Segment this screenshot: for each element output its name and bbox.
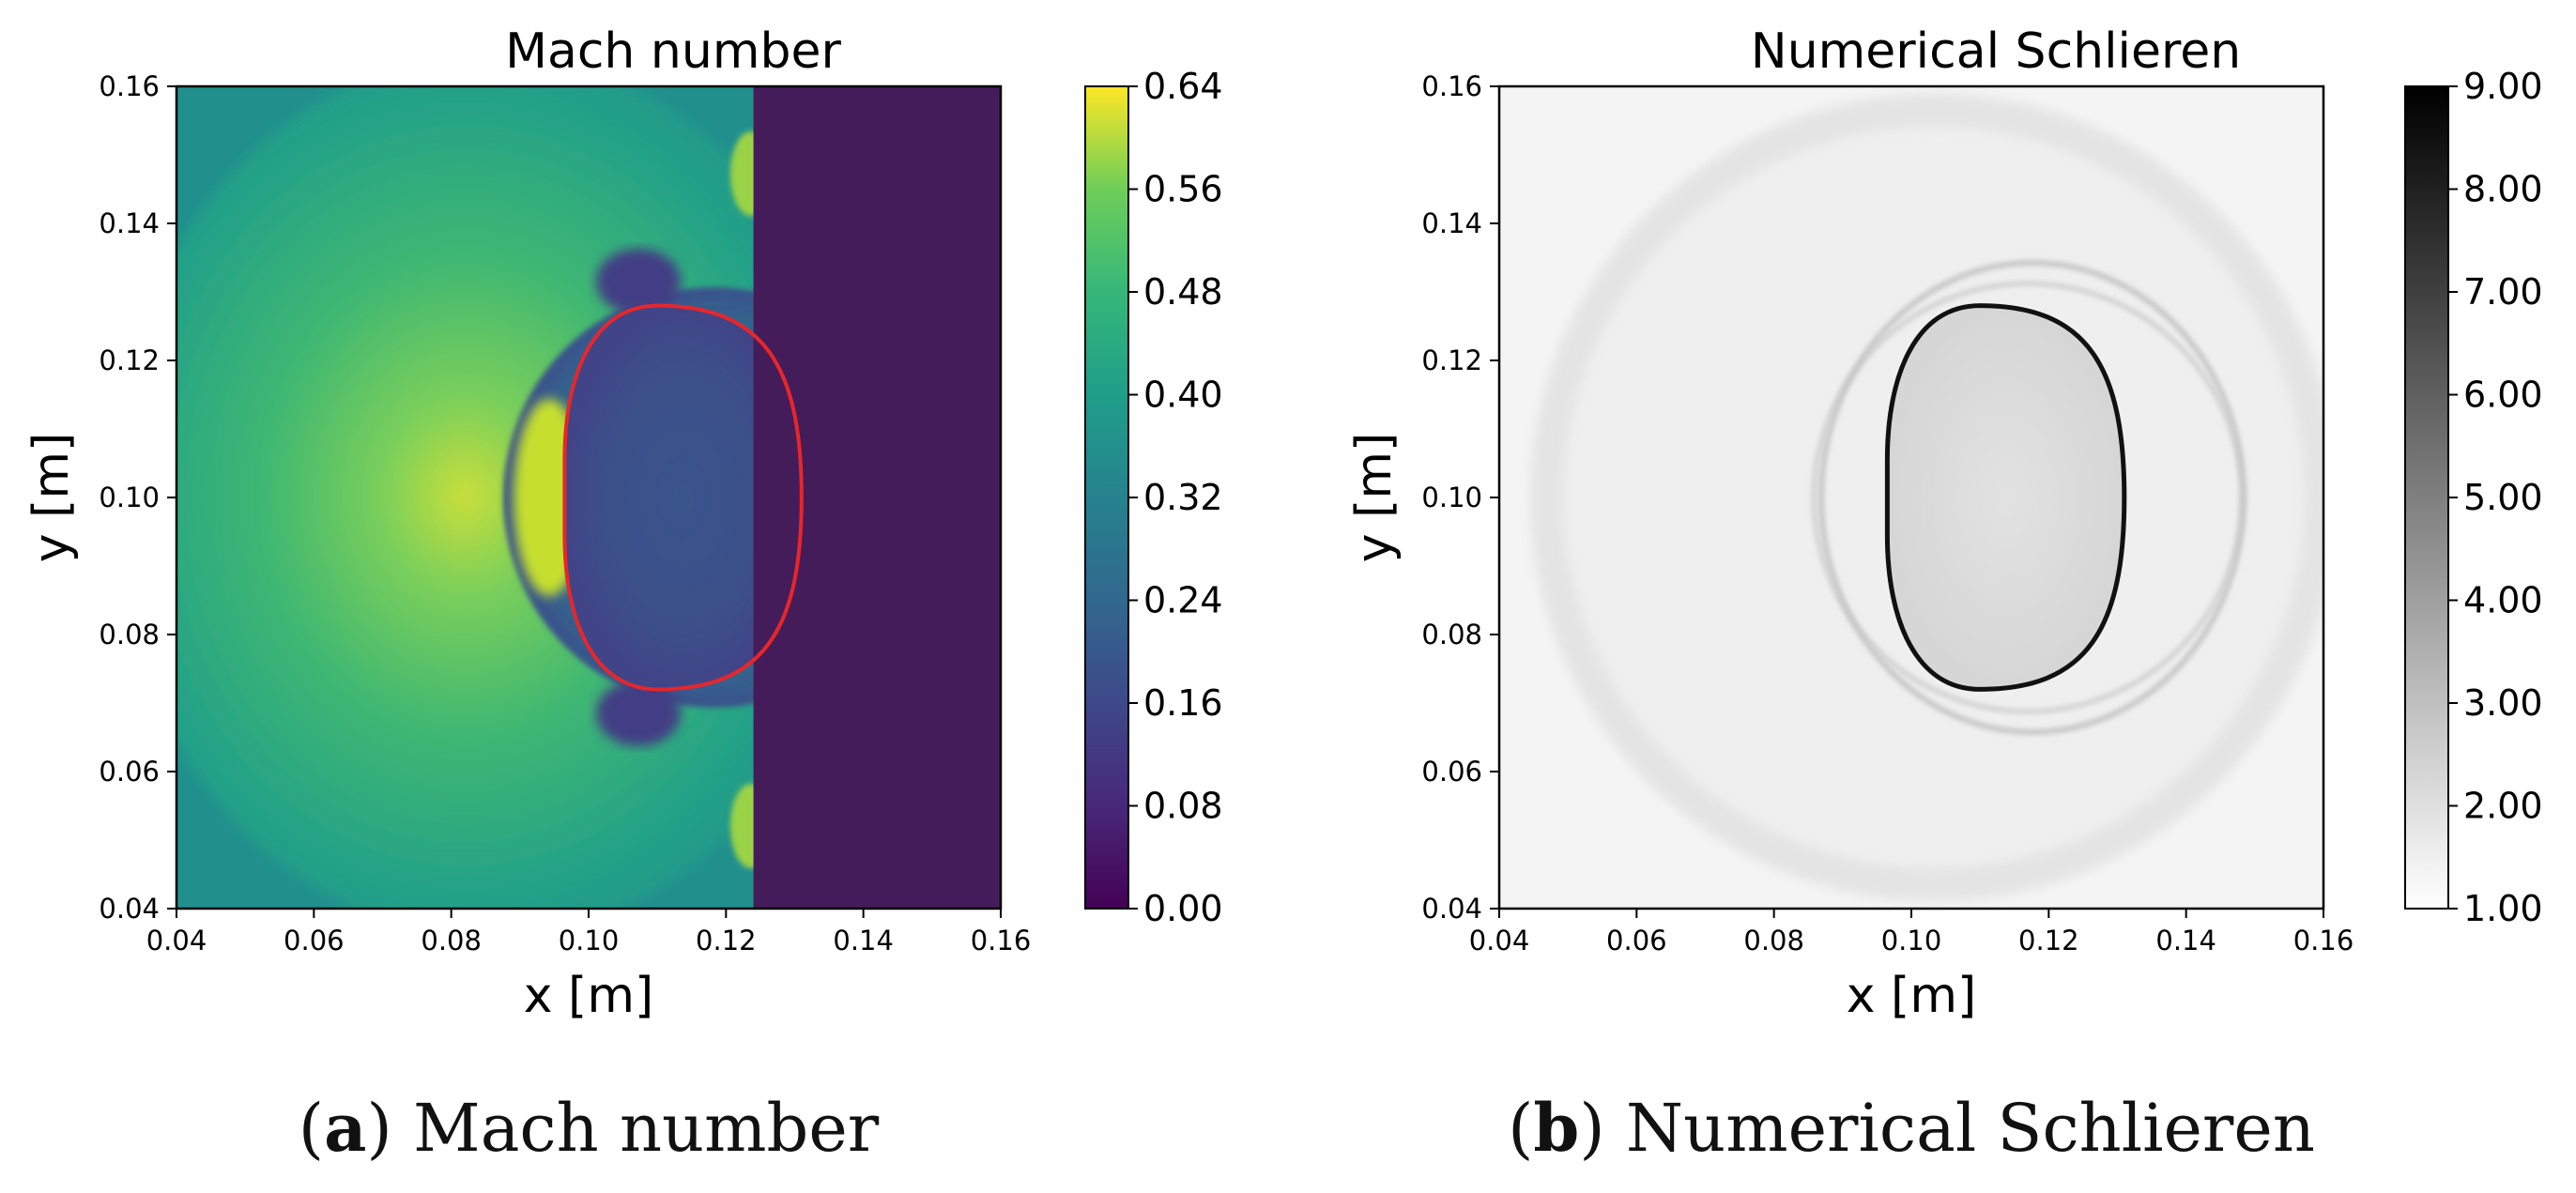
interface-contour	[1884, 303, 2127, 692]
y-tick-label: 0.16	[1421, 70, 1482, 102]
caption: (a) Mach number	[299, 1089, 880, 1167]
x-tick-label: 0.12	[2018, 925, 2079, 956]
y-tick-label: 0.14	[99, 207, 160, 239]
y-tick-label: 0.04	[99, 893, 160, 925]
y-axis-label: y [m]	[23, 433, 80, 563]
colorbar-tick-label: 0.08	[1143, 786, 1223, 827]
caption-text: Mach number	[413, 1090, 880, 1167]
colorbar-tick-label: 6.00	[2463, 375, 2543, 416]
caption-letter: a	[324, 1089, 366, 1167]
colorbar-tick-label: 4.00	[2463, 580, 2543, 621]
y-tick-label: 0.12	[1421, 344, 1482, 376]
mach-number-field	[176, 86, 1001, 909]
y-tick-label: 0.16	[99, 70, 160, 102]
panel-title: Numerical Schlieren	[1751, 23, 2241, 80]
y-tick-label: 0.14	[1421, 207, 1482, 239]
panel-title: Mach number	[505, 23, 841, 80]
x-tick-label: 0.04	[1469, 925, 1530, 956]
schlieren-field	[1499, 86, 2323, 909]
x-tick-label: 0.08	[1743, 925, 1804, 956]
x-tick-label: 0.12	[696, 925, 757, 956]
x-tick-label: 0.10	[559, 925, 620, 956]
y-tick-label: 0.12	[99, 344, 160, 376]
caption-letter: b	[1533, 1089, 1579, 1167]
caption: (b) Numerical Schlieren	[1508, 1089, 2315, 1167]
y-tick-label: 0.08	[1421, 619, 1482, 650]
y-tick-label: 0.08	[99, 619, 160, 650]
numerical-schlieren-panel: 0.04 0.06 0.08 0.10 0.12 0.14 0.16 0.04 0.06 0.08…	[1346, 23, 2543, 1167]
colorbar-tick-label: 7.00	[2463, 271, 2543, 313]
y-tick-label: 0.10	[99, 482, 160, 513]
colorbar-tick-label: 0.48	[1143, 271, 1223, 313]
colorbar	[2404, 85, 2449, 910]
y-tick-label: 0.10	[1421, 482, 1482, 513]
colorbar-tick-label: 0.00	[1143, 888, 1223, 929]
y-tick-label: 0.06	[99, 756, 160, 788]
x-tick-label: 0.16	[2293, 925, 2354, 956]
colorbar-tick-label: 0.32	[1143, 477, 1223, 518]
colorbar-tick-label: 8.00	[2463, 169, 2543, 210]
x-tick-label: 0.10	[1881, 925, 1942, 956]
y-axis-label: y [m]	[1346, 433, 1403, 563]
x-axis-label: x [m]	[524, 968, 654, 1024]
colorbar-tick-label: 3.00	[2463, 682, 2543, 724]
axis-ticks: 0.04 0.06 0.08 0.10 0.12 0.14 0.16 0.04 0.06 0.08…	[1421, 70, 2354, 956]
x-tick-label: 0.06	[1606, 925, 1667, 956]
x-tick-label: 0.16	[971, 925, 1032, 956]
bubble-interior	[1887, 305, 2124, 690]
x-axis-label: x [m]	[1847, 968, 1977, 1024]
bubble-interior	[564, 305, 802, 690]
colorbar-ticks: 0.00 0.08 0.16 0.24 0.32 0.40 0.48 0.56 0.64	[1128, 66, 1223, 929]
x-tick-label: 0.06	[284, 925, 345, 956]
colorbar-tick-label: 0.56	[1143, 169, 1223, 210]
caption-text: Numerical Schlieren	[1626, 1090, 2315, 1167]
colorbar-tick-label: 5.00	[2463, 477, 2543, 518]
colorbar-tick-label: 0.16	[1143, 682, 1223, 724]
x-tick-label: 0.14	[833, 925, 894, 956]
x-tick-label: 0.08	[421, 925, 482, 956]
colorbar-ticks: 1.00 2.00 3.00 4.00 5.00 6.00 7.00 8.00 9.00	[2448, 66, 2543, 929]
x-tick-label: 0.14	[2155, 925, 2216, 956]
interface-contour	[562, 303, 804, 692]
colorbar-tick-label: 0.64	[1143, 66, 1223, 107]
colorbar-tick-label: 0.40	[1143, 375, 1223, 416]
undisturbed-region	[753, 86, 1001, 909]
mach-number-panel: 0.04 0.06 0.08 0.10 0.12 0.14 0.16 0.04 0.06 0.08…	[23, 23, 1223, 1167]
colorbar-tick-label: 9.00	[2463, 66, 2543, 107]
colorbar-tick-label: 0.24	[1143, 580, 1223, 621]
axis-ticks: 0.04 0.06 0.08 0.10 0.12 0.14 0.16 0.04 0.06 0.08…	[99, 70, 1031, 956]
colorbar-tick-label: 1.00	[2463, 888, 2543, 929]
y-tick-label: 0.04	[1421, 893, 1482, 925]
x-tick-label: 0.04	[146, 925, 207, 956]
colorbar-tick-label: 2.00	[2463, 786, 2543, 827]
y-tick-label: 0.06	[1421, 756, 1482, 788]
colorbar	[1084, 85, 1129, 910]
